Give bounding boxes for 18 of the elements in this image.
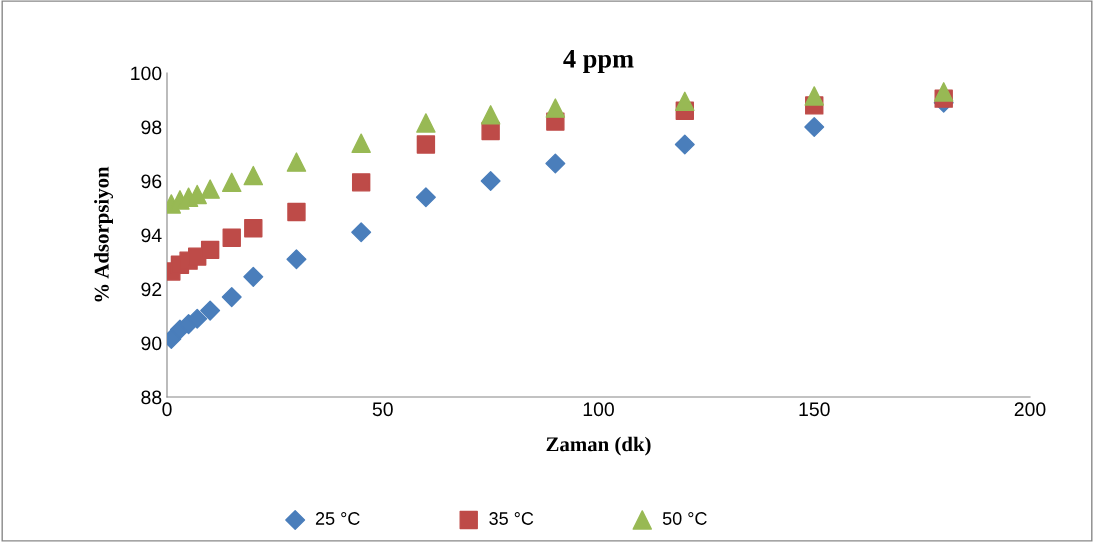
y-tick-label: 96 [141,174,162,189]
x-tick-label: 100 [583,402,614,417]
x-tick-label: 0 [162,402,172,417]
y-axis-title: % Adsorpsiyon [94,166,114,302]
legend-label: 25 °C [315,512,360,525]
y-tick-label: 98 [141,120,162,135]
chart-title: 4 ppm [563,50,634,73]
y-tick-label: 100 [131,66,162,81]
y-tick-label: 90 [141,336,162,351]
legend-label: 35 °C [489,512,534,525]
y-tick-label: 92 [141,282,162,297]
y-tick-label: 88 [141,390,162,405]
y-tick-label: 94 [141,228,162,243]
x-tick-label: 150 [799,402,830,417]
x-tick-label: 200 [1014,402,1046,417]
x-axis-title: Zaman (dk) [546,436,651,456]
x-tick-label: 50 [372,402,393,417]
legend-label: 50 °C [662,512,707,525]
